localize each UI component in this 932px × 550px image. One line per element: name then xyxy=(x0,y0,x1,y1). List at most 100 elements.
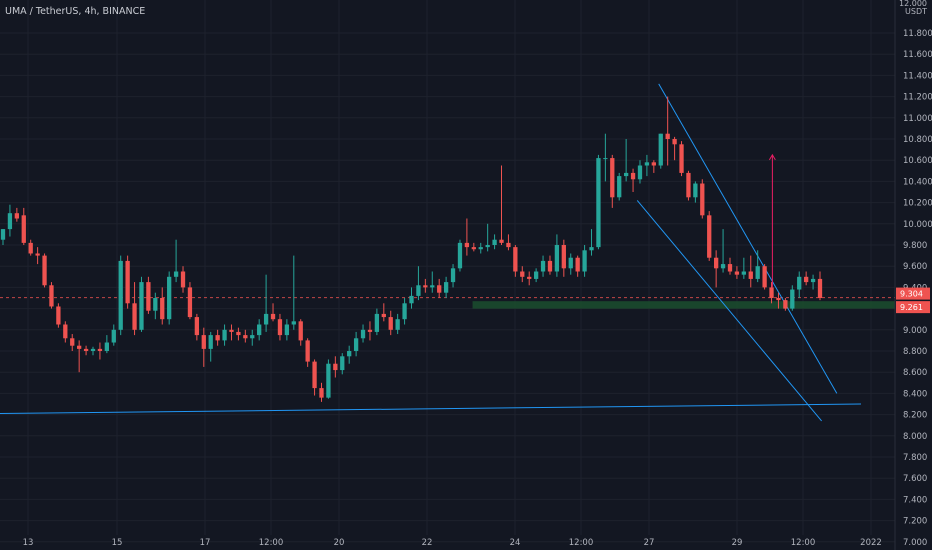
candle xyxy=(56,303,61,328)
candle xyxy=(589,229,594,256)
candle-body xyxy=(804,276,809,283)
candle xyxy=(90,346,96,356)
candle-body xyxy=(139,282,144,330)
candle-body xyxy=(547,260,553,272)
candle-body xyxy=(720,264,726,269)
candle-body xyxy=(423,285,428,288)
candle xyxy=(49,282,54,309)
candle xyxy=(533,268,539,283)
candle xyxy=(416,266,421,301)
candle xyxy=(291,255,296,330)
y-tick-label: 11.800 xyxy=(903,29,932,39)
candle-body xyxy=(817,278,823,298)
candle-body xyxy=(478,247,483,250)
candle xyxy=(42,253,47,288)
candle xyxy=(596,154,601,250)
candle xyxy=(14,207,19,222)
candle-body xyxy=(97,348,103,351)
candle-body xyxy=(319,388,324,398)
y-tick-label: 7.400 xyxy=(903,495,927,505)
y-tick-label: 10.400 xyxy=(903,177,932,187)
candle xyxy=(554,234,560,277)
candlestick-series xyxy=(0,96,823,402)
x-tick-label: 22 xyxy=(422,538,433,548)
y-tick-label: 8.800 xyxy=(903,347,927,357)
candle-body xyxy=(603,158,608,160)
candle xyxy=(347,345,352,364)
candle xyxy=(450,264,456,288)
candle xyxy=(111,324,116,346)
chart-title: UMA / TetherUS, 4h, BINANCE xyxy=(5,6,146,17)
candle xyxy=(35,247,40,265)
candle xyxy=(333,356,338,378)
currency-label: USDT xyxy=(905,7,927,16)
candle xyxy=(83,345,89,356)
candle-body xyxy=(610,158,615,198)
candle xyxy=(817,271,823,301)
candle xyxy=(118,255,123,336)
candle xyxy=(430,271,435,293)
candle xyxy=(623,139,629,182)
candle-body xyxy=(381,313,386,318)
candle-body xyxy=(125,260,130,304)
candle-body xyxy=(222,329,227,341)
candle-body xyxy=(623,172,629,177)
candle xyxy=(492,234,497,250)
candle-body xyxy=(160,298,165,320)
candle-body xyxy=(201,335,206,349)
candle-body xyxy=(173,271,179,277)
candle xyxy=(146,276,151,314)
y-tick-label: 10.200 xyxy=(903,199,932,209)
candle-body xyxy=(492,239,497,245)
candle xyxy=(665,96,670,166)
arrow-head xyxy=(768,153,776,161)
candle xyxy=(478,242,483,254)
candle xyxy=(485,223,490,252)
candle-body xyxy=(284,324,290,336)
candle-body xyxy=(187,287,193,318)
candle xyxy=(305,338,310,367)
candle-body xyxy=(104,342,110,351)
candle-body xyxy=(734,271,740,275)
candle-body xyxy=(35,253,40,256)
candle xyxy=(312,359,317,396)
candle xyxy=(637,160,643,184)
candle xyxy=(804,271,809,286)
candle xyxy=(423,278,428,293)
candle xyxy=(707,211,712,261)
candle xyxy=(187,282,193,320)
candle xyxy=(443,276,449,298)
y-tick-label: 7.800 xyxy=(903,453,927,463)
candle xyxy=(277,313,283,341)
candle-body xyxy=(90,348,96,351)
candle-body xyxy=(575,257,580,272)
channel-upper-line xyxy=(658,83,838,394)
candle-body xyxy=(658,133,663,166)
candle-body xyxy=(340,356,345,371)
candle-body xyxy=(243,335,248,339)
candle xyxy=(499,165,504,245)
candle xyxy=(610,154,615,208)
candle xyxy=(513,245,518,277)
candle-body xyxy=(409,295,414,304)
candle-body xyxy=(28,242,33,254)
y-tick-label: 11.000 xyxy=(903,114,932,124)
candle xyxy=(236,327,241,341)
candle-body xyxy=(347,351,352,357)
candle xyxy=(547,255,553,275)
y-tick-label: 9.000 xyxy=(903,326,927,336)
candle xyxy=(326,359,331,399)
candle xyxy=(603,133,608,182)
candle xyxy=(471,242,476,252)
x-tick-label: 27 xyxy=(644,538,655,548)
candle-body xyxy=(146,282,151,311)
time-axis[interactable]: 13 15 17 12:00 20 22 24 12:00 27 29 12:00 2022 xyxy=(23,538,882,548)
candle-body xyxy=(443,282,449,293)
candle xyxy=(769,282,774,304)
x-tick-label: 12:00 xyxy=(259,538,284,548)
candle xyxy=(250,329,255,346)
candle xyxy=(568,253,573,275)
y-tick-label: 11.200 xyxy=(903,93,932,103)
